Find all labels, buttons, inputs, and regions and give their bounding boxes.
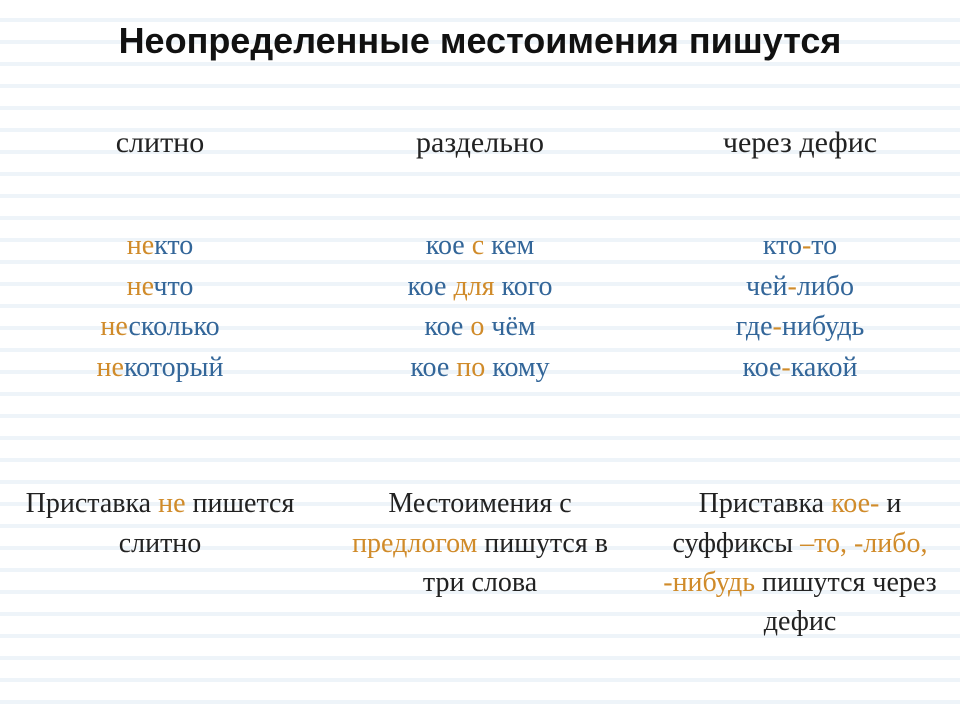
header-row: слитно раздельно через дефис [0,118,960,168]
example-part: кем [491,230,534,261]
example-item: кое по кому [334,348,626,389]
example-item: несколько [14,307,306,348]
rules-row: Приставка не пишется слитно Местоимения … [0,476,960,649]
example-item: чей-либо [654,267,946,308]
example-word: который [124,352,223,383]
example-item: некоторый [14,348,306,389]
example-part: кое [424,311,463,342]
example-item: кое с кем [334,226,626,267]
example-part: какой [791,352,858,383]
highlight-prefix: не [100,311,128,342]
example-part: кое [742,352,781,383]
example-item: нечто [14,267,306,308]
highlight-preposition: с [465,230,491,261]
example-item: кое о чём [334,307,626,348]
examples-row: некто нечто несколько некоторый кое с ке… [0,218,960,396]
rule-text: Приставка [699,488,831,519]
rule-text: Местоимения с [388,488,571,519]
example-item: кое для кого [334,267,626,308]
highlight-hyphen: - [773,311,782,342]
example-part: кто [763,230,802,261]
example-part: чём [491,311,535,342]
highlight-preposition: по [449,352,492,383]
example-part: кое [407,271,446,302]
example-part: кое [410,352,449,383]
rule-highlight: предлогом [352,528,477,559]
highlight-hyphen: - [802,230,811,261]
highlight-preposition: для [446,271,501,302]
highlight-prefix: не [127,271,154,302]
highlight-hyphen: - [787,271,796,302]
rule-text: Приставка [26,488,158,519]
example-word: что [153,271,193,302]
example-part: нибудь [782,311,864,342]
examples-defis: кто-то чей-либо где-нибудь кое-какой [640,218,960,396]
page-title: Неопределенные местоимения пишутся [0,20,960,62]
examples-slitno: некто нечто несколько некоторый [0,218,320,396]
rule-highlight: не [158,488,185,519]
example-part: кому [492,352,549,383]
page: Неопределенные местоимения пишутся слитн… [0,0,960,720]
highlight-prefix: не [127,230,154,261]
rule-defis: Приставка кое- и суффиксы –то, -либо, -н… [640,476,960,649]
rule-slitno: Приставка не пишется слитно [0,476,320,649]
example-item: где-нибудь [654,307,946,348]
example-part: то [811,230,837,261]
example-word: сколько [128,311,219,342]
rule-razdelno: Местоимения с предлогом пишутся в три сл… [320,476,640,649]
highlight-hyphen: - [781,352,790,383]
rule-text: пишутся через дефис [755,567,937,637]
example-word: кто [154,230,193,261]
examples-razdelno: кое с кем кое для кого кое о чём кое по … [320,218,640,396]
example-part: кого [502,271,553,302]
content-grid: слитно раздельно через дефис некто нечто… [0,118,960,649]
example-item: кое-какой [654,348,946,389]
example-item: кто-то [654,226,946,267]
example-item: некто [14,226,306,267]
highlight-prefix: не [97,352,124,383]
example-part: где [736,311,773,342]
example-part: чей [746,271,788,302]
highlight-preposition: о [463,311,491,342]
col-header-defis: через дефис [640,118,960,168]
rule-highlight: кое- [831,488,879,519]
example-part: либо [797,271,854,302]
col-header-razdelno: раздельно [320,118,640,168]
col-header-slitno: слитно [0,118,320,168]
example-part: кое [426,230,465,261]
